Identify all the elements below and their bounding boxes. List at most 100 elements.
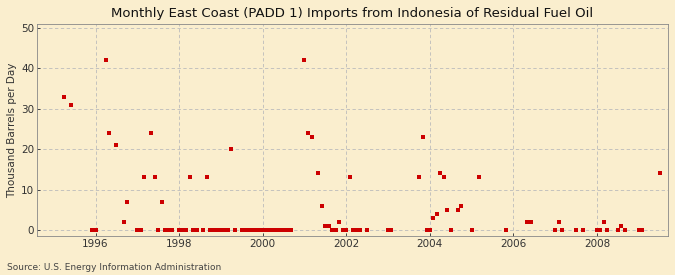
Point [118, 220, 129, 224]
Point [59, 94, 70, 99]
Point [333, 220, 344, 224]
Point [184, 175, 195, 180]
Point [209, 228, 219, 232]
Point [599, 220, 610, 224]
Point [466, 228, 477, 232]
Point [578, 228, 589, 232]
Point [633, 228, 644, 232]
Point [302, 131, 313, 135]
Point [425, 228, 435, 232]
Point [160, 228, 171, 232]
Point [452, 208, 463, 212]
Point [616, 224, 626, 228]
Point [146, 131, 157, 135]
Point [306, 135, 317, 139]
Point [181, 228, 192, 232]
Point [278, 228, 289, 232]
Point [261, 228, 271, 232]
Point [421, 228, 432, 232]
Point [550, 228, 561, 232]
Point [167, 228, 178, 232]
Point [236, 228, 247, 232]
Point [331, 228, 342, 232]
Point [435, 171, 446, 176]
Point [163, 228, 174, 232]
Point [317, 204, 327, 208]
Point [327, 228, 338, 232]
Point [173, 228, 184, 232]
Point [156, 199, 167, 204]
Point [247, 228, 258, 232]
Point [522, 220, 533, 224]
Point [344, 175, 355, 180]
Point [240, 228, 250, 232]
Point [354, 228, 365, 232]
Point [212, 228, 223, 232]
Point [111, 143, 122, 147]
Point [265, 228, 275, 232]
Point [313, 171, 324, 176]
Point [122, 199, 132, 204]
Point [554, 220, 564, 224]
Point [177, 228, 188, 232]
Point [281, 228, 292, 232]
Point [299, 58, 310, 62]
Point [526, 220, 537, 224]
Point [348, 228, 359, 232]
Point [414, 175, 425, 180]
Point [230, 228, 240, 232]
Point [351, 228, 362, 232]
Point [153, 228, 163, 232]
Point [250, 228, 261, 232]
Point [442, 208, 453, 212]
Point [87, 228, 98, 232]
Point [135, 228, 146, 232]
Point [254, 228, 265, 232]
Point [620, 228, 630, 232]
Point [654, 171, 665, 176]
Point [473, 175, 484, 180]
Point [323, 224, 334, 228]
Point [637, 228, 647, 232]
Point [215, 228, 226, 232]
Point [226, 147, 237, 151]
Point [257, 228, 268, 232]
Point [286, 228, 296, 232]
Point [383, 228, 394, 232]
Point [386, 228, 397, 232]
Title: Monthly East Coast (PADD 1) Imports from Indonesia of Residual Fuel Oil: Monthly East Coast (PADD 1) Imports from… [111, 7, 593, 20]
Point [139, 175, 150, 180]
Text: Source: U.S. Energy Information Administration: Source: U.S. Energy Information Administ… [7, 263, 221, 272]
Point [501, 228, 512, 232]
Point [438, 175, 449, 180]
Point [90, 228, 101, 232]
Point [612, 228, 623, 232]
Point [223, 228, 234, 232]
Point [202, 175, 213, 180]
Point [101, 58, 111, 62]
Point [456, 204, 466, 208]
Point [431, 211, 442, 216]
Point [188, 228, 198, 232]
Point [66, 103, 77, 107]
Point [338, 228, 348, 232]
Point [198, 228, 209, 232]
Point [571, 228, 582, 232]
Point [428, 216, 439, 220]
Point [268, 228, 279, 232]
Point [595, 228, 605, 232]
Point [446, 228, 456, 232]
Point [275, 228, 286, 232]
Point [219, 228, 230, 232]
Point [132, 228, 142, 232]
Point [362, 228, 373, 232]
Point [244, 228, 254, 232]
Point [104, 131, 115, 135]
Point [149, 175, 160, 180]
Point [320, 224, 331, 228]
Y-axis label: Thousand Barrels per Day: Thousand Barrels per Day [7, 62, 17, 198]
Point [341, 228, 352, 232]
Point [191, 228, 202, 232]
Point [205, 228, 216, 232]
Point [602, 228, 613, 232]
